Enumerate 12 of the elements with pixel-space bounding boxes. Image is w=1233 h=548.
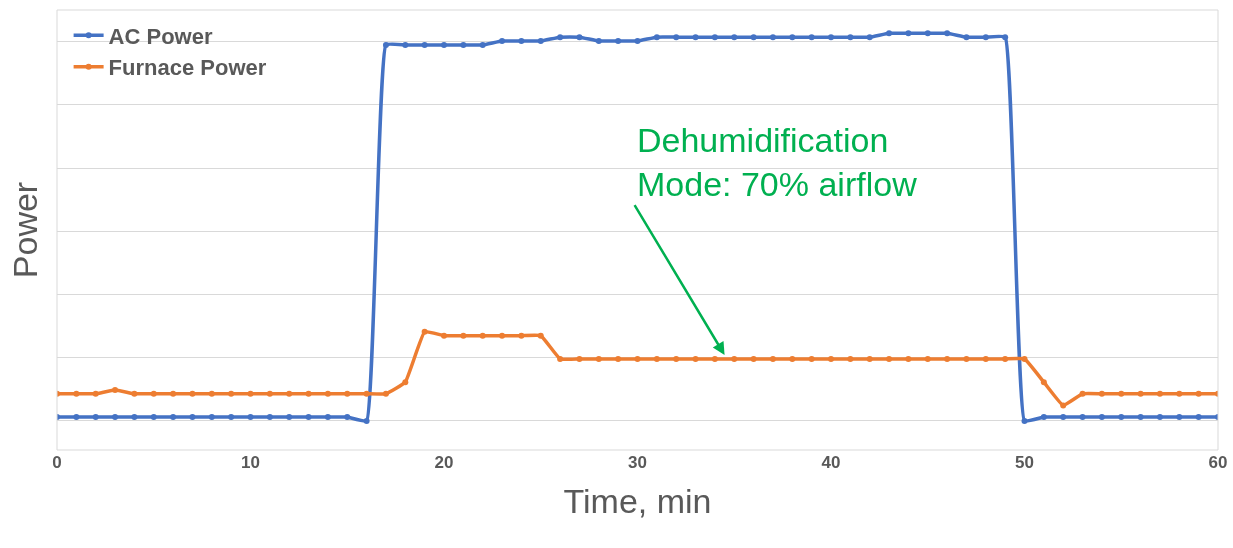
x-axis-title: Time, min xyxy=(563,482,712,521)
annotation: Dehumidification Mode: 70% airflow xyxy=(637,121,918,204)
x-tick-label: 40 xyxy=(821,453,841,472)
y-axis-title: Power xyxy=(5,181,44,279)
legend-label: AC Power xyxy=(108,23,213,49)
x-tick-label: 20 xyxy=(434,453,454,472)
x-tick-label: 60 xyxy=(1208,453,1228,472)
legend-label: Furnace Power xyxy=(108,55,267,81)
x-tick-label: 30 xyxy=(628,453,647,472)
x-tick-label: 50 xyxy=(1015,453,1034,472)
x-tick-label: 10 xyxy=(241,453,260,472)
x-tick-label: 0 xyxy=(52,453,62,472)
